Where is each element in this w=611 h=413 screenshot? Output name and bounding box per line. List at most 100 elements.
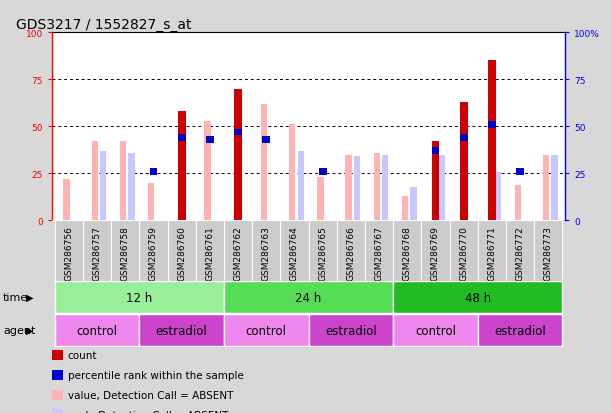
Bar — [148, 183, 155, 221]
Bar — [488, 122, 496, 128]
Text: agent: agent — [3, 325, 35, 335]
Bar — [551, 155, 558, 221]
Bar — [196, 221, 224, 281]
Text: GSM286773: GSM286773 — [544, 226, 553, 280]
Text: ▶: ▶ — [26, 325, 34, 335]
Bar — [354, 157, 360, 221]
Bar — [100, 152, 106, 221]
Bar — [55, 315, 139, 346]
Text: GSM286769: GSM286769 — [431, 226, 440, 280]
Bar — [55, 221, 83, 281]
Text: GSM286762: GSM286762 — [233, 226, 243, 280]
Bar — [139, 221, 167, 281]
Text: control: control — [76, 324, 117, 337]
Bar — [139, 315, 224, 346]
Text: GSM286770: GSM286770 — [459, 226, 468, 280]
Text: GSM286757: GSM286757 — [92, 226, 101, 280]
Bar — [506, 221, 534, 281]
Bar — [234, 129, 242, 136]
Bar — [365, 221, 393, 281]
Text: GSM286771: GSM286771 — [488, 226, 496, 280]
Bar — [111, 221, 139, 281]
Bar — [234, 90, 242, 221]
Bar — [309, 315, 393, 346]
Bar — [382, 155, 389, 221]
Text: 12 h: 12 h — [126, 291, 153, 304]
Bar — [534, 221, 562, 281]
Bar — [128, 153, 134, 221]
Text: GSM286760: GSM286760 — [177, 226, 186, 280]
Bar — [488, 61, 496, 221]
Bar — [120, 142, 126, 221]
Bar — [252, 221, 280, 281]
Bar — [280, 221, 309, 281]
Bar — [439, 155, 445, 221]
Text: GSM286766: GSM286766 — [346, 226, 356, 280]
Bar — [298, 152, 304, 221]
Text: estradiol: estradiol — [325, 324, 377, 337]
Bar — [289, 125, 295, 221]
Bar — [393, 221, 422, 281]
Bar — [393, 315, 478, 346]
Bar — [516, 169, 524, 176]
Text: GSM286761: GSM286761 — [205, 226, 214, 280]
Text: GSM286768: GSM286768 — [403, 226, 412, 280]
Bar — [261, 104, 267, 221]
Text: ▶: ▶ — [26, 292, 34, 302]
Text: control: control — [246, 324, 287, 337]
Bar — [345, 155, 352, 221]
Text: GSM286756: GSM286756 — [64, 226, 73, 280]
Bar — [317, 178, 323, 221]
Bar — [337, 221, 365, 281]
Bar — [459, 102, 467, 221]
Bar — [224, 221, 252, 281]
Bar — [224, 282, 393, 313]
Bar — [205, 121, 211, 221]
Bar — [450, 221, 478, 281]
Text: count: count — [68, 350, 97, 360]
Text: percentile rank within the sample: percentile rank within the sample — [68, 370, 244, 380]
Bar — [459, 135, 467, 142]
Bar — [55, 282, 224, 313]
Bar — [83, 221, 111, 281]
Bar — [543, 155, 549, 221]
Bar — [319, 169, 327, 176]
Text: 48 h: 48 h — [465, 291, 491, 304]
Text: GSM286763: GSM286763 — [262, 226, 271, 280]
Text: control: control — [415, 324, 456, 337]
Bar — [64, 180, 70, 221]
Text: GSM286758: GSM286758 — [121, 226, 130, 280]
Bar — [150, 169, 158, 176]
Bar — [262, 137, 270, 143]
Bar — [92, 142, 98, 221]
Bar — [411, 187, 417, 221]
Bar — [224, 315, 309, 346]
Text: time: time — [3, 292, 28, 302]
Text: GSM286765: GSM286765 — [318, 226, 327, 280]
Bar — [431, 142, 439, 221]
Bar — [514, 185, 521, 221]
Text: estradiol: estradiol — [156, 324, 208, 337]
Bar — [167, 221, 196, 281]
Text: GSM286764: GSM286764 — [290, 226, 299, 280]
Text: GSM286767: GSM286767 — [375, 226, 384, 280]
Bar — [495, 172, 501, 221]
Bar — [178, 135, 186, 142]
Bar — [431, 148, 439, 155]
Bar — [309, 221, 337, 281]
Text: estradiol: estradiol — [494, 324, 546, 337]
Bar — [422, 221, 450, 281]
Bar — [478, 315, 562, 346]
Text: GDS3217 / 1552827_s_at: GDS3217 / 1552827_s_at — [16, 18, 191, 32]
Bar — [402, 197, 408, 221]
Bar — [374, 153, 380, 221]
Bar — [393, 282, 562, 313]
Text: value, Detection Call = ABSENT: value, Detection Call = ABSENT — [68, 390, 233, 400]
Bar — [478, 221, 506, 281]
Bar — [206, 137, 214, 143]
Text: 24 h: 24 h — [296, 291, 321, 304]
Bar — [178, 112, 186, 221]
Text: GSM286759: GSM286759 — [149, 226, 158, 280]
Text: rank, Detection Call = ABSENT: rank, Detection Call = ABSENT — [68, 410, 228, 413]
Text: GSM286772: GSM286772 — [516, 226, 525, 280]
